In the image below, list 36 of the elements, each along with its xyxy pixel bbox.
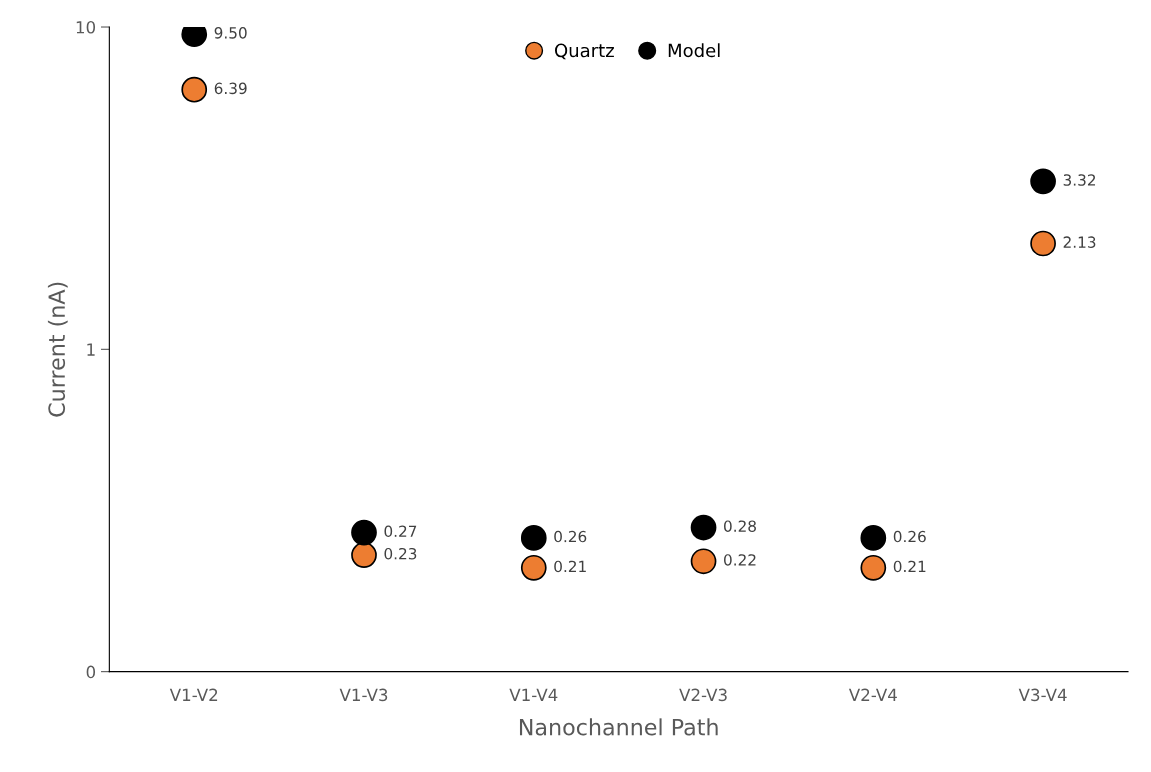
point	[520, 554, 547, 581]
point	[690, 548, 717, 575]
x-tick-label: V2-V4	[848, 688, 897, 701]
x-tick-label: V1-V2	[169, 688, 218, 701]
y-tick-label: 0	[86, 665, 96, 679]
data-label: 9.50	[214, 27, 247, 39]
y-tick-label: 1	[87, 343, 95, 356]
data-label: 0.28	[724, 520, 756, 532]
point	[1030, 168, 1056, 195]
data-label: 0.21	[554, 560, 586, 573]
data-label: 0.27	[384, 525, 417, 538]
data-label: 0.26	[893, 530, 926, 543]
x-tick-label: V3-V4	[1018, 688, 1067, 702]
y-axis-title: Current (nA)	[47, 282, 68, 417]
data-label: 0.26	[554, 530, 587, 543]
data-label: 2.13	[1063, 236, 1096, 248]
point	[690, 514, 717, 541]
point	[520, 525, 547, 551]
legend-label: Model	[668, 43, 720, 58]
point	[860, 525, 887, 551]
point	[351, 519, 377, 546]
x-tick-label: V1-V4	[509, 688, 558, 701]
legend-label: Quartz	[555, 43, 614, 60]
x-tick-label: V2-V3	[679, 688, 727, 702]
data-label: 0.21	[893, 560, 926, 573]
point	[351, 542, 377, 568]
data-label: 6.39	[214, 82, 247, 95]
point	[860, 554, 887, 581]
x-tick-label: V1-V3	[339, 688, 388, 702]
y-tick-label: 10	[76, 20, 96, 34]
point	[1030, 230, 1056, 257]
x-axis-title: Nanochannel Path	[519, 718, 718, 736]
point	[181, 76, 208, 103]
data-label: 3.32	[1063, 174, 1096, 186]
data-label: 0.23	[384, 547, 417, 560]
data-label: 0.22	[724, 554, 756, 566]
